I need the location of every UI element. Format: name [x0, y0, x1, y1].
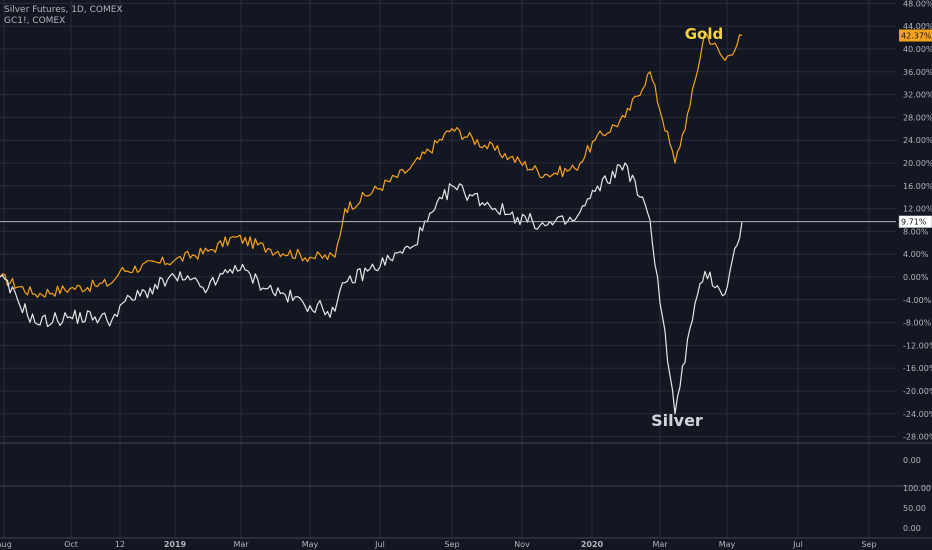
- x-tick-label: Oct: [64, 540, 78, 549]
- silver-value-badge: [898, 215, 932, 228]
- y-tick-label: -12.00%: [903, 341, 932, 350]
- y-tick-label: -28.00%: [903, 433, 932, 442]
- y-tick-label: 4.00%: [903, 250, 929, 259]
- compare-legend[interactable]: GC1!, COMEX: [4, 16, 66, 26]
- x-tick-label: Sep: [861, 540, 876, 549]
- y-tick-label: 8.00%: [903, 227, 929, 236]
- y-tick-label: 0.00%: [903, 273, 929, 282]
- silver-series-line: [0, 162, 743, 415]
- y-tick-label: -16.00%: [903, 364, 932, 373]
- x-tick-label: Nov: [514, 540, 530, 549]
- x-tick-label: 2019: [164, 540, 187, 549]
- y-tick-label: 44.00%: [903, 22, 932, 31]
- subpane-tick-label: 0.00: [903, 524, 921, 533]
- gold-series-line: [0, 31, 743, 298]
- subpane-tick-label: 50.00: [903, 504, 926, 513]
- price-scale[interactable]: 48.00% 44.00% 40.00% 36.00% 32.00% 28.00% 24.0…: [903, 0, 932, 442]
- y-tick-label: -8.00%: [903, 319, 932, 328]
- annotations: Gold Silver: [651, 25, 723, 430]
- gold-value-badge: [899, 29, 932, 42]
- subpane-tick-label: 0.00: [903, 456, 921, 465]
- x-tick-label: 2020: [581, 540, 604, 549]
- series-lines: [0, 31, 896, 415]
- silver-value-badge-label: 9.71%: [901, 218, 927, 227]
- subpane-scales: 0.00 100.00 50.00 0.00: [903, 456, 931, 533]
- y-tick-label: 24.00%: [903, 136, 932, 145]
- x-tick-label: Sep: [444, 540, 459, 549]
- y-tick-label: 16.00%: [903, 182, 932, 191]
- y-tick-label: 36.00%: [903, 68, 932, 77]
- x-tick-label: Jul: [374, 540, 385, 549]
- last-value-badges: 42.37% 9.71%: [898, 29, 932, 228]
- y-tick-label: -20.00%: [903, 387, 932, 396]
- x-tick-label: 12: [115, 540, 125, 549]
- x-tick-label: May: [302, 540, 319, 549]
- pane-separators: [0, 442, 932, 539]
- y-tick-label: 12.00%: [903, 205, 932, 214]
- silver-annotation: Silver: [651, 411, 703, 430]
- y-tick-label: -24.00%: [903, 410, 932, 419]
- gold-value-badge-label: 42.37%: [901, 31, 932, 40]
- x-tick-label: Jul: [792, 540, 803, 549]
- x-tick-label: Mar: [652, 540, 668, 549]
- x-tick-label: May: [719, 540, 736, 549]
- x-tick-label: Aug: [0, 540, 12, 549]
- y-tick-label: 20.00%: [903, 159, 932, 168]
- symbol-legend[interactable]: Silver Futures, 1D, COMEX: [4, 5, 123, 15]
- y-tick-label: 28.00%: [903, 113, 932, 122]
- x-tick-label: Mar: [233, 540, 249, 549]
- y-tick-label: 48.00%: [903, 0, 932, 8]
- time-scale[interactable]: Aug Oct 12 2019 Mar May Jul Sep Nov 2020 Mar May Jul…: [0, 540, 877, 549]
- y-tick-label: 32.00%: [903, 91, 932, 100]
- subpane-tick-label: 100.00: [903, 484, 931, 493]
- y-tick-label: -4.00%: [903, 296, 932, 305]
- gold-annotation: Gold: [685, 25, 724, 43]
- y-tick-label: 40.00%: [903, 45, 932, 54]
